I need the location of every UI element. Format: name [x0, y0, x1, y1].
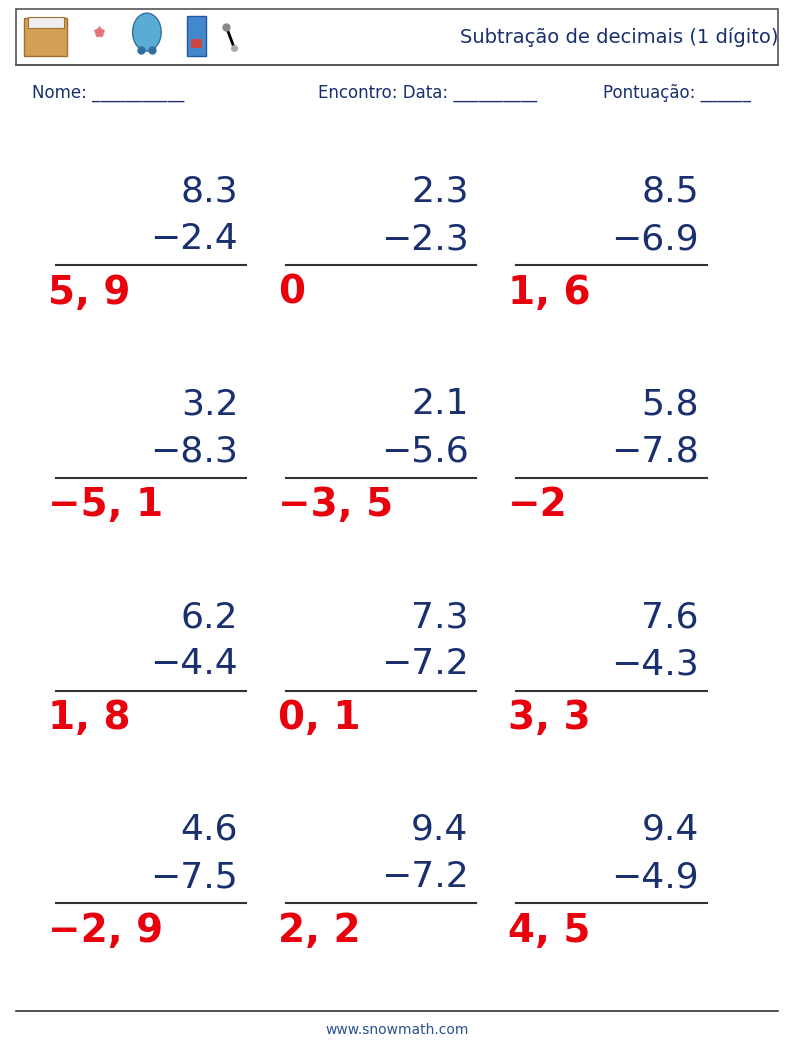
Text: −8.3: −8.3 [150, 435, 238, 469]
Text: −5, 1: −5, 1 [48, 486, 163, 524]
Text: −2.4: −2.4 [150, 222, 238, 256]
Text: −7.5: −7.5 [150, 860, 238, 894]
Text: 1, 8: 1, 8 [48, 699, 130, 737]
Text: 4, 5: 4, 5 [508, 912, 591, 950]
Text: −4.9: −4.9 [611, 860, 699, 894]
Bar [16, 9, 778, 65]
Text: −3, 5: −3, 5 [278, 486, 393, 524]
Text: −6.9: −6.9 [611, 222, 699, 256]
Text: 5.8: 5.8 [641, 388, 699, 421]
Bar [24, 18, 67, 57]
Text: −7.2: −7.2 [380, 648, 468, 681]
Text: 7.6: 7.6 [642, 600, 699, 634]
Text: −7.8: −7.8 [611, 435, 699, 469]
Text: −4.4: −4.4 [150, 648, 238, 681]
Text: www.snowmath.com: www.snowmath.com [326, 1022, 468, 1037]
Text: 3.2: 3.2 [181, 388, 238, 421]
Text: −2: −2 [508, 486, 568, 524]
Text: 7.3: 7.3 [411, 600, 468, 634]
Text: −2.3: −2.3 [380, 222, 468, 256]
Text: −7.2: −7.2 [380, 860, 468, 894]
Bar [187, 16, 206, 57]
Text: −2, 9: −2, 9 [48, 912, 163, 950]
Text: 5, 9: 5, 9 [48, 274, 130, 312]
Text: 2, 2: 2, 2 [278, 912, 360, 950]
Text: Subtração de decimais (1 dígito): Subtração de decimais (1 dígito) [460, 27, 778, 47]
Text: 3, 3: 3, 3 [508, 699, 591, 737]
Circle shape [133, 14, 161, 51]
Text: 1, 6: 1, 6 [508, 274, 591, 312]
Text: 8.3: 8.3 [180, 175, 238, 208]
Bar [191, 39, 202, 47]
Text: 2.1: 2.1 [411, 388, 468, 421]
Text: 0, 1: 0, 1 [278, 699, 360, 737]
Text: 8.5: 8.5 [641, 175, 699, 208]
Text: 4.6: 4.6 [181, 813, 238, 847]
Text: 9.4: 9.4 [411, 813, 468, 847]
Text: Pontuação: ______: Pontuação: ______ [603, 83, 751, 102]
Text: 6.2: 6.2 [181, 600, 238, 634]
Text: −4.3: −4.3 [611, 648, 699, 681]
Text: 2.3: 2.3 [411, 175, 468, 208]
Text: 0: 0 [278, 274, 305, 312]
Bar [28, 18, 64, 28]
Text: −5.6: −5.6 [380, 435, 468, 469]
Text: 9.4: 9.4 [642, 813, 699, 847]
Text: Encontro: Data: __________: Encontro: Data: __________ [318, 83, 537, 102]
Text: Nome: ___________: Nome: ___________ [32, 83, 184, 102]
